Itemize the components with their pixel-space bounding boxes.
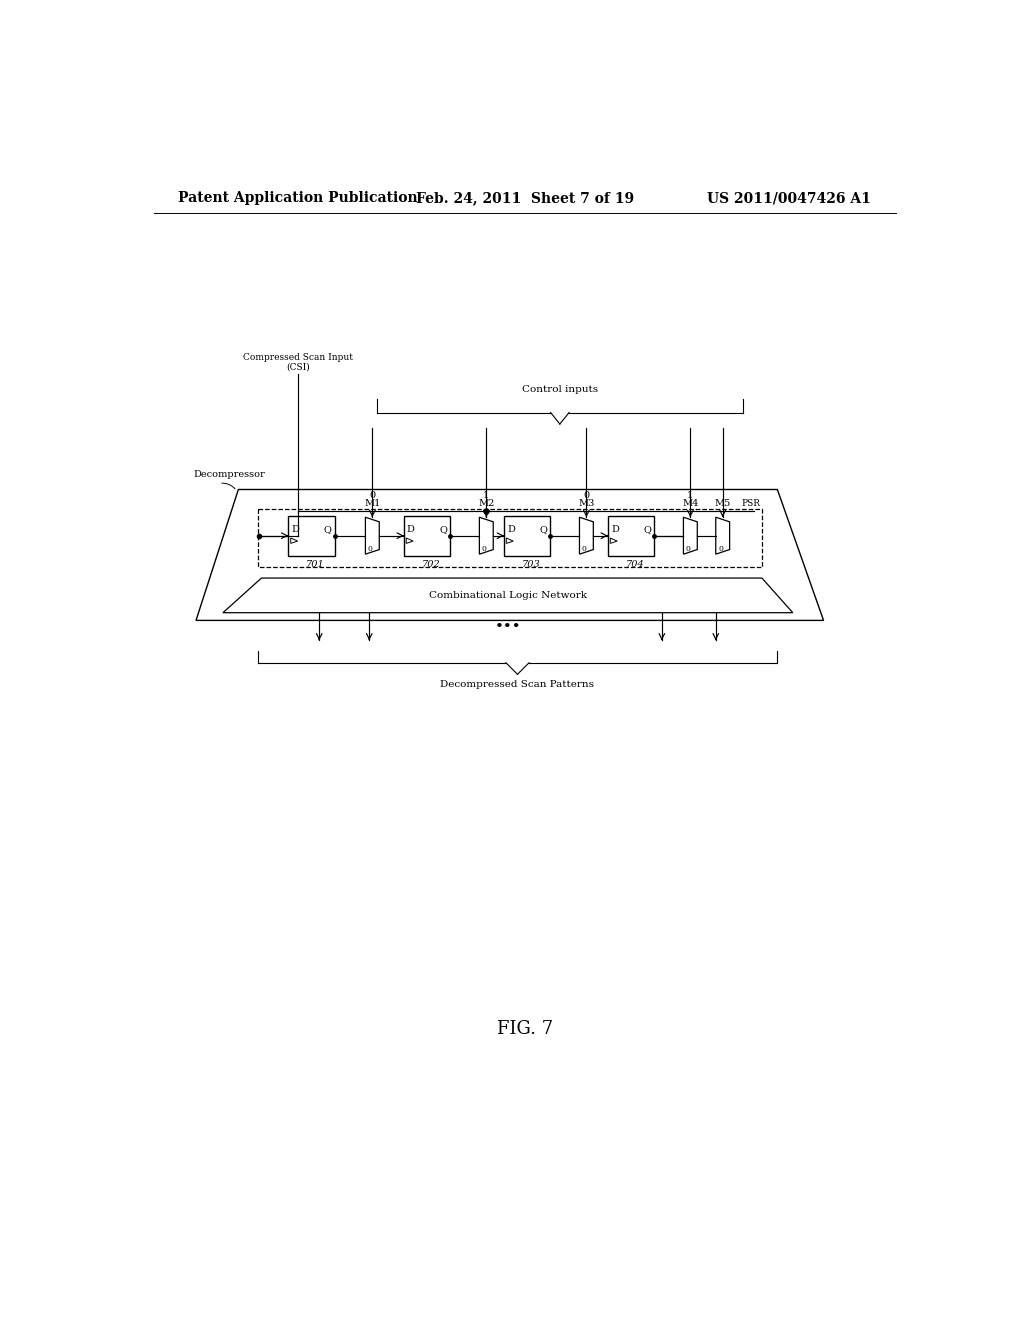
Text: Q: Q (643, 525, 651, 535)
Text: Q: Q (540, 525, 547, 535)
Polygon shape (683, 517, 697, 554)
Text: FIG. 7: FIG. 7 (497, 1019, 553, 1038)
Text: Compressed Scan Input: Compressed Scan Input (244, 354, 353, 363)
Text: M5: M5 (715, 499, 731, 508)
Bar (504, 516, 550, 556)
Text: 0: 0 (370, 491, 376, 500)
Bar (608, 516, 654, 556)
Text: Combinational Logic Network: Combinational Logic Network (429, 591, 587, 601)
Text: 0: 0 (718, 545, 723, 553)
Text: 0: 0 (584, 491, 590, 500)
Text: (CSI): (CSI) (287, 363, 310, 372)
Text: 0: 0 (686, 545, 691, 553)
Text: Decompressed Scan Patterns: Decompressed Scan Patterns (440, 680, 595, 689)
Text: Q: Q (324, 525, 332, 535)
Text: Patent Application Publication: Patent Application Publication (178, 191, 418, 206)
Text: 703: 703 (521, 560, 541, 569)
Text: 1: 1 (483, 491, 489, 500)
Text: 704: 704 (626, 560, 644, 569)
Text: D: D (292, 525, 299, 535)
Text: M3: M3 (579, 499, 595, 508)
Polygon shape (366, 517, 379, 554)
Text: M4: M4 (682, 499, 698, 508)
Text: 701: 701 (306, 560, 325, 569)
Text: Feb. 24, 2011  Sheet 7 of 19: Feb. 24, 2011 Sheet 7 of 19 (416, 191, 634, 206)
Text: D: D (507, 525, 515, 535)
Text: M1: M1 (365, 499, 381, 508)
Text: Decompressor: Decompressor (194, 470, 265, 479)
Polygon shape (580, 517, 593, 554)
Text: Control inputs: Control inputs (522, 385, 598, 395)
Text: D: D (407, 525, 415, 535)
Text: PSR: PSR (741, 499, 761, 508)
Text: 702: 702 (422, 560, 440, 569)
Text: 0: 0 (582, 545, 587, 553)
Text: 1: 1 (687, 491, 693, 500)
Text: US 2011/0047426 A1: US 2011/0047426 A1 (708, 191, 871, 206)
Text: Q: Q (439, 525, 447, 535)
Text: D: D (611, 525, 618, 535)
Polygon shape (716, 517, 730, 554)
Text: M2: M2 (478, 499, 495, 508)
Text: 0: 0 (368, 545, 373, 553)
Polygon shape (479, 517, 494, 554)
Text: •••: ••• (495, 619, 521, 634)
Text: 0: 0 (481, 545, 486, 553)
Bar (403, 516, 451, 556)
Bar (289, 516, 335, 556)
